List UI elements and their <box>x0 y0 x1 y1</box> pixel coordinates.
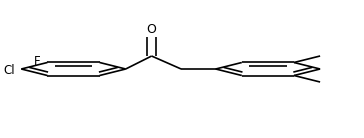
Text: Cl: Cl <box>3 64 15 77</box>
Text: O: O <box>147 22 157 35</box>
Text: F: F <box>34 55 41 68</box>
